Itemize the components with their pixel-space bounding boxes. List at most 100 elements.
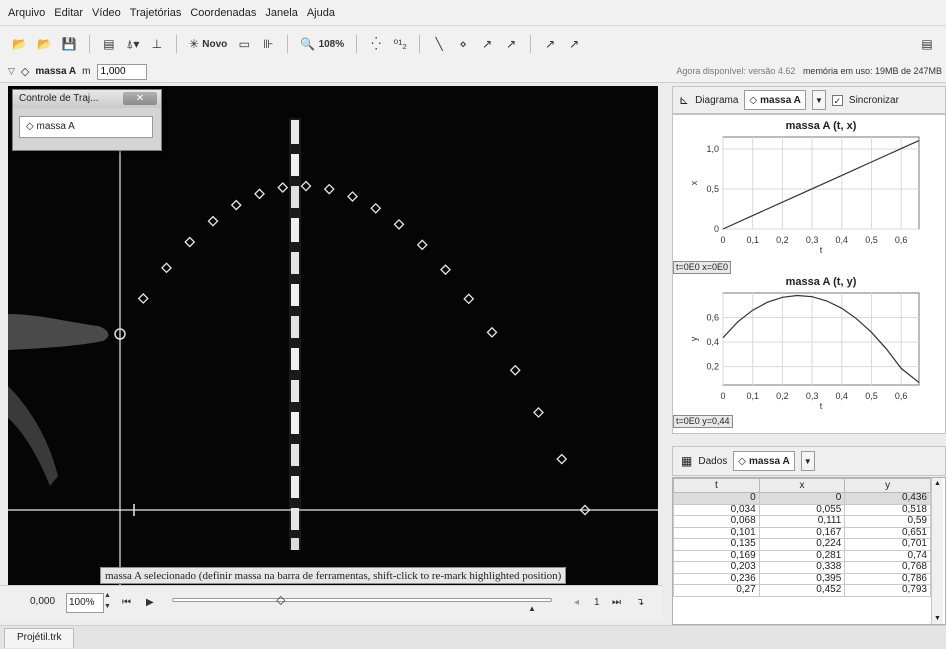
table-cell[interactable]: 0,203 — [673, 561, 760, 574]
mass-input[interactable] — [96, 63, 147, 80]
trajectory-point[interactable] — [254, 188, 265, 200]
trajectory-point[interactable] — [277, 182, 289, 194]
menu-editar[interactable]: Editar — [54, 6, 84, 19]
save-icon[interactable]: 💾 — [61, 37, 77, 51]
axes-icon[interactable]: ⊥ — [151, 37, 163, 51]
path-icon[interactable]: ╲ — [435, 37, 443, 51]
table-cell[interactable]: 0,768 — [844, 561, 931, 574]
file-tab[interactable]: Projétil.trk — [4, 628, 75, 648]
table-cell[interactable]: 0,701 — [844, 538, 931, 551]
vector-stretch-icon[interactable]: ↗ — [569, 37, 580, 51]
loop-icon[interactable]: ↴ — [636, 597, 645, 608]
velocity-icon[interactable]: ↗ — [482, 37, 493, 51]
menu-video[interactable]: Vídeo — [92, 6, 121, 19]
open-icon[interactable]: 📂 — [12, 37, 27, 51]
table-cell[interactable]: 0,436 — [844, 492, 931, 505]
table-cell[interactable]: 0,034 — [673, 503, 760, 516]
table-cell[interactable]: 0,651 — [844, 526, 931, 539]
table-cell[interactable]: 0,793 — [844, 584, 931, 597]
table-cell[interactable]: 0,068 — [673, 515, 760, 528]
trajectory-point[interactable] — [137, 293, 149, 304]
trajectory-point[interactable] — [300, 180, 312, 192]
menu-ajuda[interactable]: Ajuda — [306, 6, 335, 19]
acceleration-icon[interactable]: ↗ — [506, 37, 517, 51]
clip-settings-icon[interactable]: ▤ — [103, 37, 115, 51]
step-size[interactable]: 1 — [594, 597, 600, 608]
spinner-down-icon[interactable]: ▼ — [104, 603, 111, 610]
track-button-massa-a[interactable]: ◇ massa A — [19, 116, 153, 138]
charts-svg[interactable]: massa A (t, x) 0 0,1 0,2 0,3 0,4 0,5 0,6 0 0,5 1,0… — [673, 115, 946, 435]
table-cell[interactable]: 0,236 — [673, 572, 760, 585]
open-video-icon[interactable]: 📂 — [36, 37, 52, 51]
trajectory-point[interactable] — [323, 183, 335, 195]
trajectory-point[interactable] — [579, 504, 591, 516]
table-row[interactable]: 0,203 0,338 0,768 — [673, 561, 931, 574]
track-control-icon[interactable]: ▭ — [238, 37, 250, 51]
table-row[interactable]: 0,034 0,055 0,518 — [673, 503, 931, 516]
trajectory-point[interactable] — [486, 326, 498, 338]
table-cell[interactable]: 0,169 — [673, 549, 760, 562]
slider-thumb-icon[interactable]: ⬦ — [276, 592, 286, 607]
column-header-x[interactable]: x — [758, 478, 846, 493]
data-table-panel[interactable]: t x y 0 0 0,436 0,034 0,055 0,518 0,068 0,111 0,… — [672, 477, 946, 625]
table-cell[interactable]: 0,135 — [673, 538, 760, 551]
origin-marker[interactable] — [114, 328, 126, 340]
table-cell[interactable]: 0,055 — [758, 503, 846, 516]
notes-icon[interactable]: ▤ — [921, 37, 933, 51]
table-cell[interactable]: 0 — [758, 492, 846, 505]
table-cell[interactable]: 0,518 — [844, 503, 931, 516]
table-row[interactable]: 0,101 0,167 0,651 — [673, 526, 931, 539]
scroll-up-icon[interactable]: ▲ — [934, 480, 941, 487]
trajectory-point[interactable] — [533, 407, 544, 418]
trajectory-point[interactable] — [207, 215, 219, 227]
table-cell[interactable]: 0,395 — [758, 572, 846, 585]
points-icon[interactable]: ⋄ — [459, 37, 467, 51]
chart-type-label[interactable]: Diagrama — [695, 94, 739, 106]
table-cell[interactable]: 0,111 — [758, 515, 846, 528]
trail-icon[interactable]: ⁛ — [371, 37, 381, 51]
table-cell[interactable]: 0,59 — [844, 515, 931, 528]
close-icon[interactable]: ✕ — [123, 92, 157, 105]
table-cell[interactable]: 0,224 — [758, 538, 846, 551]
video-frame[interactable] — [8, 86, 658, 596]
trajectory-point[interactable] — [184, 236, 196, 248]
table-row[interactable]: 0,169 0,281 0,74 — [673, 549, 931, 562]
table-cell[interactable]: 0,338 — [758, 561, 846, 574]
trajectory-point[interactable] — [370, 202, 382, 214]
menu-trajetorias[interactable]: Trajetórias — [129, 6, 182, 19]
new-track-button[interactable]: ✳ Novo — [187, 33, 229, 55]
calibration-icon[interactable]: ⍋▾ — [126, 36, 140, 51]
track-name[interactable]: massa A — [35, 66, 77, 77]
trajectory-point[interactable] — [230, 199, 242, 211]
sync-checkbox[interactable]: ✓ — [831, 94, 843, 106]
chevron-down-icon[interactable]: ▼ — [800, 451, 815, 471]
column-header-y[interactable]: y — [844, 478, 931, 493]
menu-janela[interactable]: Janela — [265, 6, 298, 19]
zoom-spinner[interactable]: 100% — [66, 593, 104, 613]
trajectory-point[interactable] — [556, 453, 568, 465]
data-label[interactable]: Dados — [698, 455, 728, 467]
table-row[interactable]: 0,27 0,452 0,793 — [673, 584, 931, 597]
chart-track-dropdown[interactable]: ◇ massa A — [744, 90, 806, 110]
chevron-down-icon[interactable]: ▼ — [811, 90, 826, 110]
table-cell[interactable]: 0,74 — [844, 549, 931, 562]
menu-arquivo[interactable]: Arquivo — [8, 6, 46, 19]
track-dropdown-icon[interactable]: ▽ — [8, 66, 15, 76]
autotracker-icon[interactable]: ⊪ — [263, 37, 274, 51]
table-cell[interactable]: 0,101 — [673, 526, 760, 539]
table-cell[interactable]: 0,167 — [758, 526, 846, 539]
frame-slider[interactable] — [172, 598, 552, 602]
column-header-t[interactable]: t — [673, 478, 760, 493]
table-row[interactable]: 0,236 0,395 0,786 — [673, 572, 931, 585]
trajectory-point[interactable] — [347, 191, 358, 202]
spinner-up-icon[interactable]: ▲ — [104, 592, 111, 599]
reset-icon[interactable]: ⏮ — [122, 597, 131, 608]
end-marker-icon[interactable]: ▲ — [528, 604, 536, 613]
trajectory-point[interactable] — [440, 264, 451, 276]
scroll-down-icon[interactable]: ▼ — [934, 615, 941, 622]
labels-icon[interactable]: ⁰¹₂ — [393, 37, 407, 51]
data-track-dropdown[interactable]: ◇ massa A — [733, 451, 795, 471]
menu-coordenadas[interactable]: Coordenadas — [190, 6, 257, 19]
trajectory-point[interactable] — [463, 293, 475, 305]
table-cell[interactable]: 0,281 — [758, 549, 846, 562]
